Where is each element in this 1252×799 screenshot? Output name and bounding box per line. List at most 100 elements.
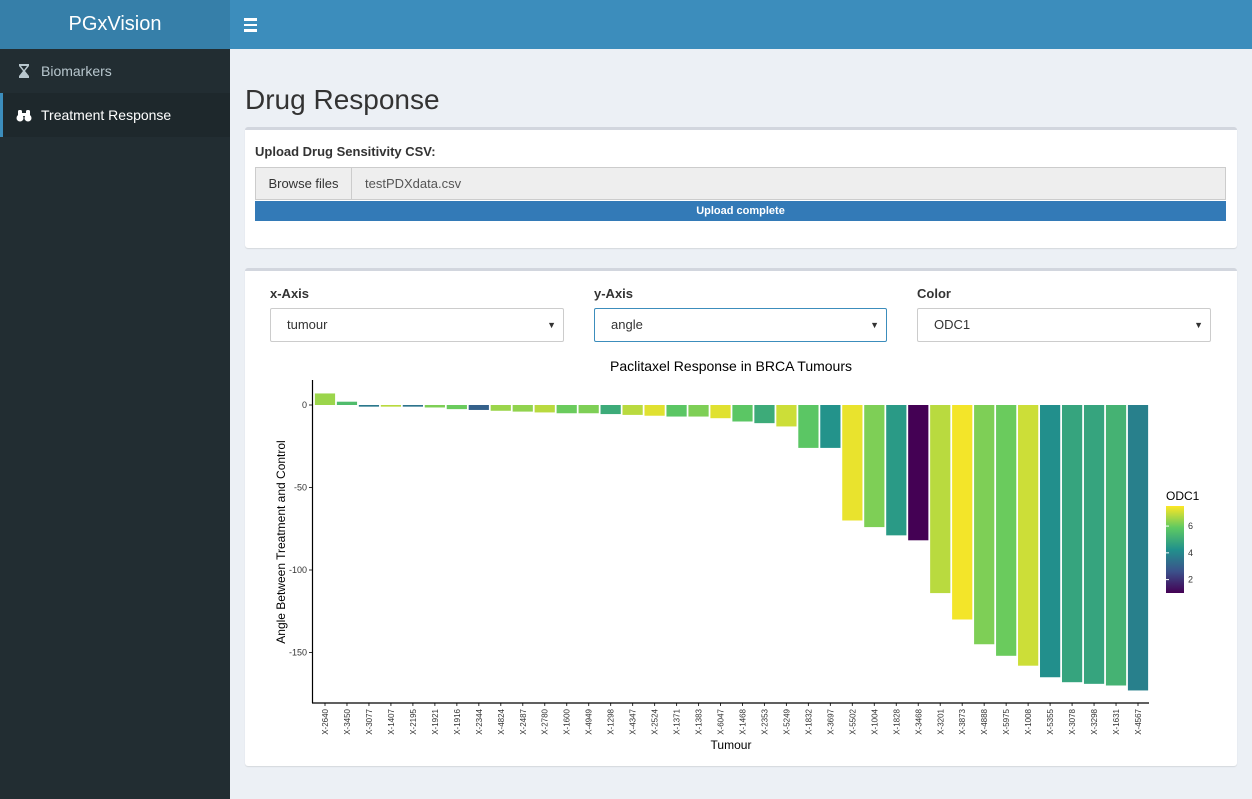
x-tick-label: X-3298 [1090, 708, 1099, 734]
chart-bar [358, 405, 380, 407]
page-title: Drug Response [245, 84, 440, 115]
chart-bar [490, 405, 511, 411]
x-tick-label: X-1008 [1024, 708, 1033, 734]
x-tick-label: X-1298 [607, 708, 616, 734]
binoculars-icon [16, 110, 32, 122]
chevron-down-icon: ▼ [870, 320, 879, 330]
chart-bar [644, 405, 665, 416]
x-tick-label: X-5355 [1046, 708, 1055, 734]
chart-bar [798, 405, 819, 448]
browse-files-button[interactable]: Browse files [256, 168, 352, 199]
x-axis-label: x-Axis [270, 286, 310, 301]
chart-bar [1083, 405, 1105, 684]
chart-bar [600, 405, 621, 415]
legend-colorbar [1166, 506, 1184, 593]
x-tick-label: X-6047 [717, 708, 726, 734]
chart-bar [556, 405, 577, 414]
chart-bar [1040, 405, 1061, 678]
file-input-group[interactable]: Browse files testPDXdata.csv [255, 167, 1226, 200]
x-tick-label: X-5249 [782, 708, 791, 734]
chart-bar [446, 405, 467, 410]
x-tick-label: X-2640 [321, 708, 330, 734]
selected-filename: testPDXdata.csv [365, 176, 462, 191]
sidebar-toggle-icon[interactable] [240, 12, 262, 36]
x-tick-label: X-4888 [980, 708, 989, 734]
chart-bar [1018, 405, 1039, 666]
chart-bar [666, 405, 687, 417]
chevron-down-icon: ▼ [547, 320, 556, 330]
chart-bar [380, 405, 402, 407]
y-tick-label: -100 [289, 565, 307, 575]
chart-bar [512, 405, 533, 412]
hourglass-icon [19, 64, 29, 78]
y-axis-select[interactable]: angle ▼ [594, 308, 887, 342]
x-tick-label: X-1383 [695, 708, 704, 734]
legend-tick-label: 2 [1188, 575, 1193, 585]
chart-bar [314, 393, 336, 405]
chart-bar [754, 405, 775, 424]
chart-bar [578, 405, 599, 414]
upload-progress-bar: Upload complete [255, 201, 1226, 221]
chart-bar [996, 405, 1017, 656]
x-tick-label: X-1407 [387, 708, 396, 734]
x-tick-label: X-1600 [563, 708, 572, 734]
chart-bar [974, 405, 995, 645]
app-logo[interactable]: PGxVision [0, 0, 230, 49]
chart-bar [534, 405, 555, 413]
x-tick-label: X-4949 [585, 708, 594, 734]
x-tick-label: X-4824 [497, 708, 506, 734]
x-axis-select[interactable]: tumour ▼ [270, 308, 564, 342]
chevron-down-icon: ▼ [1194, 320, 1203, 330]
y-axis-value: angle [611, 317, 643, 332]
color-select[interactable]: ODC1 ▼ [917, 308, 1211, 342]
chart-bar [1061, 405, 1083, 683]
x-tick-label: X-1921 [431, 708, 440, 734]
x-tick-label: X-5502 [848, 708, 857, 734]
top-navbar: PGxVision [0, 0, 1252, 49]
x-tick-label: X-3077 [365, 708, 374, 734]
x-tick-label: X-3697 [826, 708, 835, 734]
x-tick-label: X-4567 [1134, 708, 1143, 734]
chart-bar [930, 405, 951, 594]
x-tick-label: X-5975 [1002, 708, 1011, 734]
x-tick-label: X-2344 [475, 708, 484, 734]
upload-label: Upload Drug Sensitivity CSV: [255, 144, 436, 159]
chart-bar [732, 405, 753, 422]
x-tick-label: X-1916 [453, 708, 462, 734]
sidebar-item-treatment-response[interactable]: Treatment Response [0, 93, 230, 137]
x-tick-label: X-2353 [760, 708, 769, 734]
x-axis-value: tumour [287, 317, 328, 332]
x-tick-label: X-3078 [1068, 708, 1077, 734]
x-tick-label: X-1371 [673, 708, 682, 734]
x-tick-label: X-2524 [651, 708, 660, 734]
chart-bar [402, 405, 423, 407]
chart-bar [688, 405, 709, 417]
y-tick-label: -150 [289, 648, 307, 658]
x-tick-label: X-1828 [892, 708, 901, 734]
color-value: ODC1 [934, 317, 971, 332]
chart-bar [622, 405, 643, 415]
chart-bar [1105, 405, 1127, 686]
y-tick-label: -50 [294, 483, 307, 493]
x-tick-label: X-1004 [870, 708, 879, 734]
chart-bar [424, 405, 445, 408]
chart-bar [952, 405, 973, 620]
chart-bar [468, 405, 489, 410]
chart-bar [842, 405, 863, 521]
upload-box: Upload Drug Sensitivity CSV: Browse file… [245, 127, 1237, 248]
y-axis-title: Angle Between Treatment and Control [274, 440, 288, 643]
x-tick-label: X-2487 [519, 708, 528, 734]
chart-bar [710, 405, 731, 419]
x-tick-label: X-1631 [1112, 708, 1121, 734]
x-axis-title: Tumour [711, 738, 752, 752]
x-tick-label: X-2195 [409, 708, 418, 734]
x-tick-label: X-3873 [958, 708, 967, 734]
chart-bar [908, 405, 929, 541]
x-tick-label: X-3450 [343, 708, 352, 734]
x-tick-label: X-3201 [936, 708, 945, 734]
sidebar-item-biomarkers[interactable]: Biomarkers [0, 49, 230, 93]
x-tick-label: X-4347 [629, 708, 638, 734]
color-label: Color [917, 286, 951, 301]
chart-bar [886, 405, 907, 536]
